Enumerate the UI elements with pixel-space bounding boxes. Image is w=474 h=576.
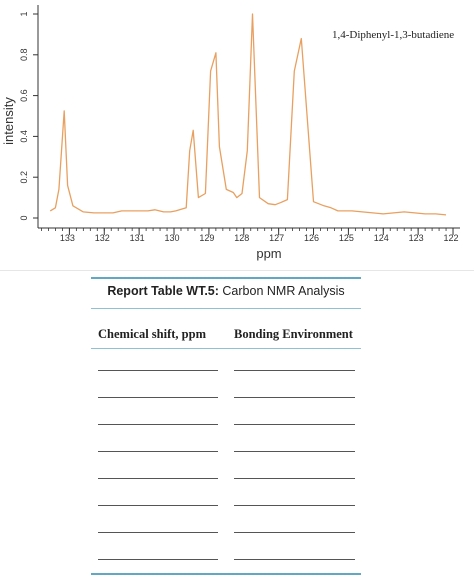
nmr-spectrum-plot: 0 0.2 0.4 0.6 0.8 1 intensity 133 132 131 130 129 12… xyxy=(1,5,460,261)
chemical-shift-blank-line[interactable] xyxy=(98,559,218,560)
chemical-shift-blank-line[interactable] xyxy=(98,505,218,506)
y-tick-label: 0.6 xyxy=(19,89,29,102)
bonding-environment-blank-line[interactable] xyxy=(234,451,355,452)
y-tick-label: 0.2 xyxy=(19,171,29,184)
report-table-number: Report Table WT.5: xyxy=(107,284,219,298)
table-bottom-rule xyxy=(91,573,361,575)
bonding-environment-blank-line[interactable] xyxy=(234,370,355,371)
report-table: Report Table WT.5: Carbon NMR Analysis C… xyxy=(91,275,361,576)
chemical-shift-blank-line[interactable] xyxy=(98,424,218,425)
x-tick-label: 125 xyxy=(339,233,354,243)
x-tick-label: 133 xyxy=(60,233,75,243)
bonding-environment-blank-line[interactable] xyxy=(234,505,355,506)
x-tick-label: 132 xyxy=(95,233,110,243)
nmr-chart: 0 0.2 0.4 0.6 0.8 1 intensity 133 132 131 130 129 12… xyxy=(0,0,474,271)
bonding-environment-blank-line[interactable] xyxy=(234,424,355,425)
column-header-bonding-environment: Bonding Environment xyxy=(234,327,353,341)
x-tick-label: 127 xyxy=(269,233,284,243)
x-axis-title: ppm xyxy=(256,246,281,261)
x-tick-label: 129 xyxy=(199,233,214,243)
bonding-environment-blank-line[interactable] xyxy=(234,397,355,398)
bonding-environment-blank-line[interactable] xyxy=(234,559,355,560)
chemical-shift-blank-line[interactable] xyxy=(98,370,218,371)
table-top-rule xyxy=(91,277,361,279)
report-table-title: Report Table WT.5: Carbon NMR Analysis xyxy=(91,284,361,298)
x-tick-label: 122 xyxy=(444,233,459,243)
chemical-shift-blank-line[interactable] xyxy=(98,397,218,398)
chemical-shift-blank-line[interactable] xyxy=(98,451,218,452)
x-tick-label: 126 xyxy=(304,233,319,243)
table-header-rule xyxy=(91,308,361,309)
x-tick-label: 128 xyxy=(234,233,249,243)
y-tick-label: 0 xyxy=(19,215,29,220)
x-tick-label: 131 xyxy=(130,233,145,243)
y-tick-label: 0.8 xyxy=(19,49,29,62)
chemical-shift-blank-line[interactable] xyxy=(98,532,218,533)
report-table-caption: Carbon NMR Analysis xyxy=(222,284,345,298)
x-tick-label: 124 xyxy=(374,233,389,243)
compound-annotation: 1,4-Diphenyl-1,3-butadiene xyxy=(332,29,455,41)
x-tick-label: 130 xyxy=(165,233,180,243)
spectrum-series-line xyxy=(49,13,447,216)
chemical-shift-blank-line[interactable] xyxy=(98,478,218,479)
y-tick-label: 0.4 xyxy=(19,130,29,143)
bonding-environment-blank-line[interactable] xyxy=(234,478,355,479)
table-subheader-rule xyxy=(91,348,361,349)
column-header-chemical-shift: Chemical shift, ppm xyxy=(98,327,206,341)
y-axis-title: intensity xyxy=(1,97,16,145)
y-tick-label: 1 xyxy=(19,11,29,16)
bonding-environment-blank-line[interactable] xyxy=(234,532,355,533)
x-tick-label: 123 xyxy=(409,233,424,243)
